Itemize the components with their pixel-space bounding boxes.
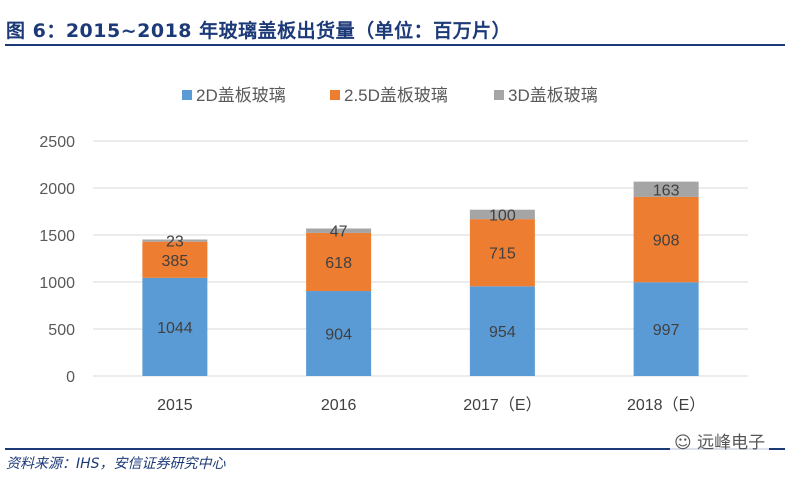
bar-segment bbox=[306, 228, 372, 233]
legend-swatch bbox=[494, 90, 504, 100]
title-divider bbox=[5, 44, 785, 46]
bar-segment bbox=[633, 282, 699, 376]
data-label: 997 bbox=[653, 322, 680, 339]
bar-segment bbox=[142, 277, 208, 376]
data-label: 47 bbox=[330, 224, 348, 241]
bar-segment bbox=[633, 196, 699, 283]
x-tick-label: 2018（E） bbox=[627, 396, 705, 414]
legend-swatch bbox=[330, 90, 340, 100]
bar-segment bbox=[306, 232, 372, 292]
data-label: 163 bbox=[653, 182, 680, 199]
x-tick-label: 2017（E） bbox=[463, 396, 541, 414]
x-tick-label: 2016 bbox=[321, 397, 357, 414]
bar-segment bbox=[469, 286, 535, 376]
data-label: 100 bbox=[489, 207, 516, 224]
y-tick-label: 2000 bbox=[39, 181, 75, 198]
y-tick-label: 1000 bbox=[39, 275, 75, 292]
bar-segment bbox=[469, 219, 535, 287]
data-label: 618 bbox=[325, 255, 352, 272]
data-label: 715 bbox=[489, 246, 516, 263]
y-tick-label: 0 bbox=[66, 369, 75, 386]
footer-divider bbox=[5, 448, 785, 450]
legend-swatch bbox=[182, 90, 192, 100]
y-tick-label: 2500 bbox=[39, 134, 75, 151]
figure-title: 图 6：2015~2018 年玻璃盖板出货量（单位：百万片） bbox=[6, 20, 512, 42]
source-note: 资料来源：IHS，安信证券研究中心 bbox=[6, 456, 226, 472]
x-tick-label: 2015 bbox=[157, 397, 193, 414]
bar-segment bbox=[306, 291, 372, 376]
data-label: 385 bbox=[162, 253, 189, 270]
watermark: ☺ 远峰电子 bbox=[670, 428, 770, 453]
y-tick-label: 1500 bbox=[39, 228, 75, 245]
bar-segment bbox=[633, 181, 699, 197]
bar-segment bbox=[469, 209, 535, 220]
legend-label: 2.5D盖板玻璃 bbox=[344, 86, 448, 105]
y-tick-label: 500 bbox=[48, 322, 75, 339]
bar-segment bbox=[142, 241, 208, 278]
legend-label: 2D盖板玻璃 bbox=[196, 86, 286, 105]
data-label: 904 bbox=[325, 327, 352, 344]
watermark-text: 远峰电子 bbox=[697, 433, 766, 453]
data-label: 23 bbox=[166, 234, 184, 251]
data-label: 908 bbox=[653, 233, 680, 250]
data-label: 1044 bbox=[157, 320, 193, 337]
data-label: 954 bbox=[489, 324, 516, 341]
bar-segment bbox=[142, 239, 208, 242]
legend-label: 3D盖板玻璃 bbox=[508, 86, 598, 105]
